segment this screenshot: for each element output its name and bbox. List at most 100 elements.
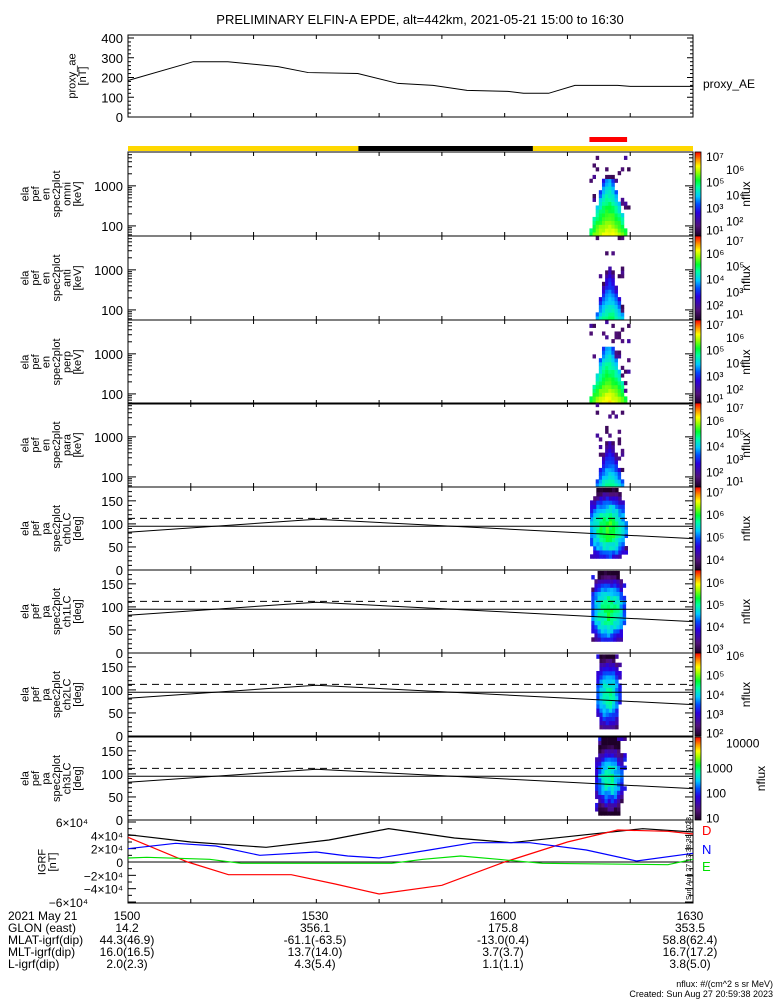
spectrogram-cell xyxy=(589,331,593,336)
spectrogram-cell xyxy=(601,740,605,746)
spectrogram-cell xyxy=(597,637,602,642)
spectrogram-cell xyxy=(605,270,609,275)
spectrogram-cell xyxy=(618,492,622,497)
spectrogram-cell xyxy=(619,637,623,642)
spectrogram-cell xyxy=(611,460,615,465)
axis-label-line: pef xyxy=(30,686,42,702)
spectrogram-cell xyxy=(605,297,609,302)
spectrogram-cell xyxy=(598,358,603,363)
spectrogram-cell xyxy=(605,174,609,180)
spectrogram-cell xyxy=(617,308,622,313)
spectrogram-cell xyxy=(595,433,600,438)
colorbar-tick-label: 10000 xyxy=(726,737,760,751)
axis-label-line: pef xyxy=(30,520,42,536)
spectrogram-cell xyxy=(615,700,619,705)
spectrogram-cell xyxy=(627,323,631,328)
spectrogram-cell xyxy=(612,700,616,705)
spectrogram-cell xyxy=(620,790,624,795)
spectrogram-cell xyxy=(600,612,605,617)
ephemeris-row-label: 2021 May 21 xyxy=(8,909,78,923)
spectrogram-cell xyxy=(623,228,628,233)
spectrogram-cell xyxy=(595,769,599,775)
spectrogram-cell xyxy=(610,599,614,605)
spectrogram-cell xyxy=(594,604,598,609)
colorbar-tick-label: 10⁶ xyxy=(706,414,724,428)
spectrogram-cell xyxy=(618,687,622,693)
spectrogram-cell xyxy=(621,529,625,534)
spectrogram-cell xyxy=(614,178,618,183)
spectrogram-cell xyxy=(613,807,618,812)
colorbar-tick-label: 10² xyxy=(706,727,723,741)
colorbar-label: nflux xyxy=(739,349,753,374)
spectrogram-cell xyxy=(619,633,623,638)
spectrogram-cell xyxy=(608,213,612,218)
spectrogram-cell xyxy=(599,512,603,518)
spectrogram-cell xyxy=(597,604,602,609)
spectrogram-cell xyxy=(601,358,606,363)
spectrogram-cell xyxy=(602,496,607,501)
spectrogram-cell xyxy=(591,624,595,630)
axis-label-line: ch0LC xyxy=(62,513,74,545)
spectrogram-cell xyxy=(605,228,609,233)
spectrogram-cell xyxy=(598,782,602,787)
spectrogram-cell xyxy=(610,778,615,783)
spectrogram-cell xyxy=(598,400,603,405)
colorbar-label: nflux xyxy=(754,766,768,791)
spectrogram-cell xyxy=(596,704,600,709)
spectrogram-cell xyxy=(623,388,628,393)
spectrogram-cell xyxy=(595,410,600,415)
spectrogram-cell xyxy=(616,637,620,642)
spectrogram-cell xyxy=(601,190,606,195)
colorbar-tick-label: 1000 xyxy=(706,762,733,776)
spectrogram-cell xyxy=(592,228,596,233)
spectrogram-cell xyxy=(621,541,625,547)
spectrogram-cell xyxy=(608,281,612,286)
spectrogram-cell xyxy=(620,782,624,787)
spectrogram-cell xyxy=(615,521,619,526)
spectrogram-cell xyxy=(617,778,621,783)
spectrogram-cell xyxy=(599,492,603,497)
spectrogram-cell xyxy=(613,604,617,609)
axis-label-line: pef xyxy=(30,269,42,285)
spectrogram-cell xyxy=(614,209,618,214)
spectrogram-cell xyxy=(590,537,594,543)
spectrogram-cell xyxy=(595,790,599,795)
colorbar-tick-label: 10⁶ xyxy=(706,247,724,261)
spectrogram-cell xyxy=(608,373,612,378)
y-tick-label: 1000 xyxy=(94,430,123,445)
spectrogram-cell xyxy=(610,587,614,592)
spectrogram-cell xyxy=(622,604,627,609)
spectrogram-cell xyxy=(608,683,613,688)
spectrogram-cell xyxy=(605,658,610,663)
spectrogram-cell xyxy=(610,761,615,766)
spectrogram-cell xyxy=(608,197,612,202)
spectrogram-cell xyxy=(613,612,617,617)
axis-label-line: ch2LC xyxy=(62,679,74,711)
spectrogram-cell xyxy=(598,736,602,741)
spectrogram-cell xyxy=(620,236,625,241)
spectrogram-cell xyxy=(608,216,612,222)
spectrogram-cell xyxy=(611,479,615,484)
spectrogram-cell xyxy=(595,778,599,783)
axis-label-line: ela xyxy=(20,437,32,453)
spectrogram-cell xyxy=(595,236,600,241)
axis-label-line: spec2plot xyxy=(51,755,63,802)
spectrogram-cell xyxy=(611,186,615,191)
spectrogram-cell xyxy=(605,487,610,493)
colorbar-tick-label: 10⁶ xyxy=(726,163,744,177)
spectrogram-cell xyxy=(614,452,618,457)
spectrogram-cell xyxy=(598,216,603,222)
spectrogram-cell xyxy=(615,496,619,501)
spectrogram-cell xyxy=(603,579,608,584)
spectrogram-cell xyxy=(597,570,602,576)
spectrogram-cell xyxy=(614,471,618,476)
spectrogram-cell xyxy=(599,537,603,543)
spectrogram-cell xyxy=(618,512,622,518)
spectrogram-cell xyxy=(598,369,603,374)
spectrogram-cell xyxy=(610,757,615,762)
spectrogram-cell xyxy=(601,201,606,206)
spectrogram-cell xyxy=(598,377,603,382)
spectrogram-cell xyxy=(617,205,622,210)
spectrogram-cell xyxy=(614,232,618,237)
spectrogram-cell xyxy=(601,178,606,183)
